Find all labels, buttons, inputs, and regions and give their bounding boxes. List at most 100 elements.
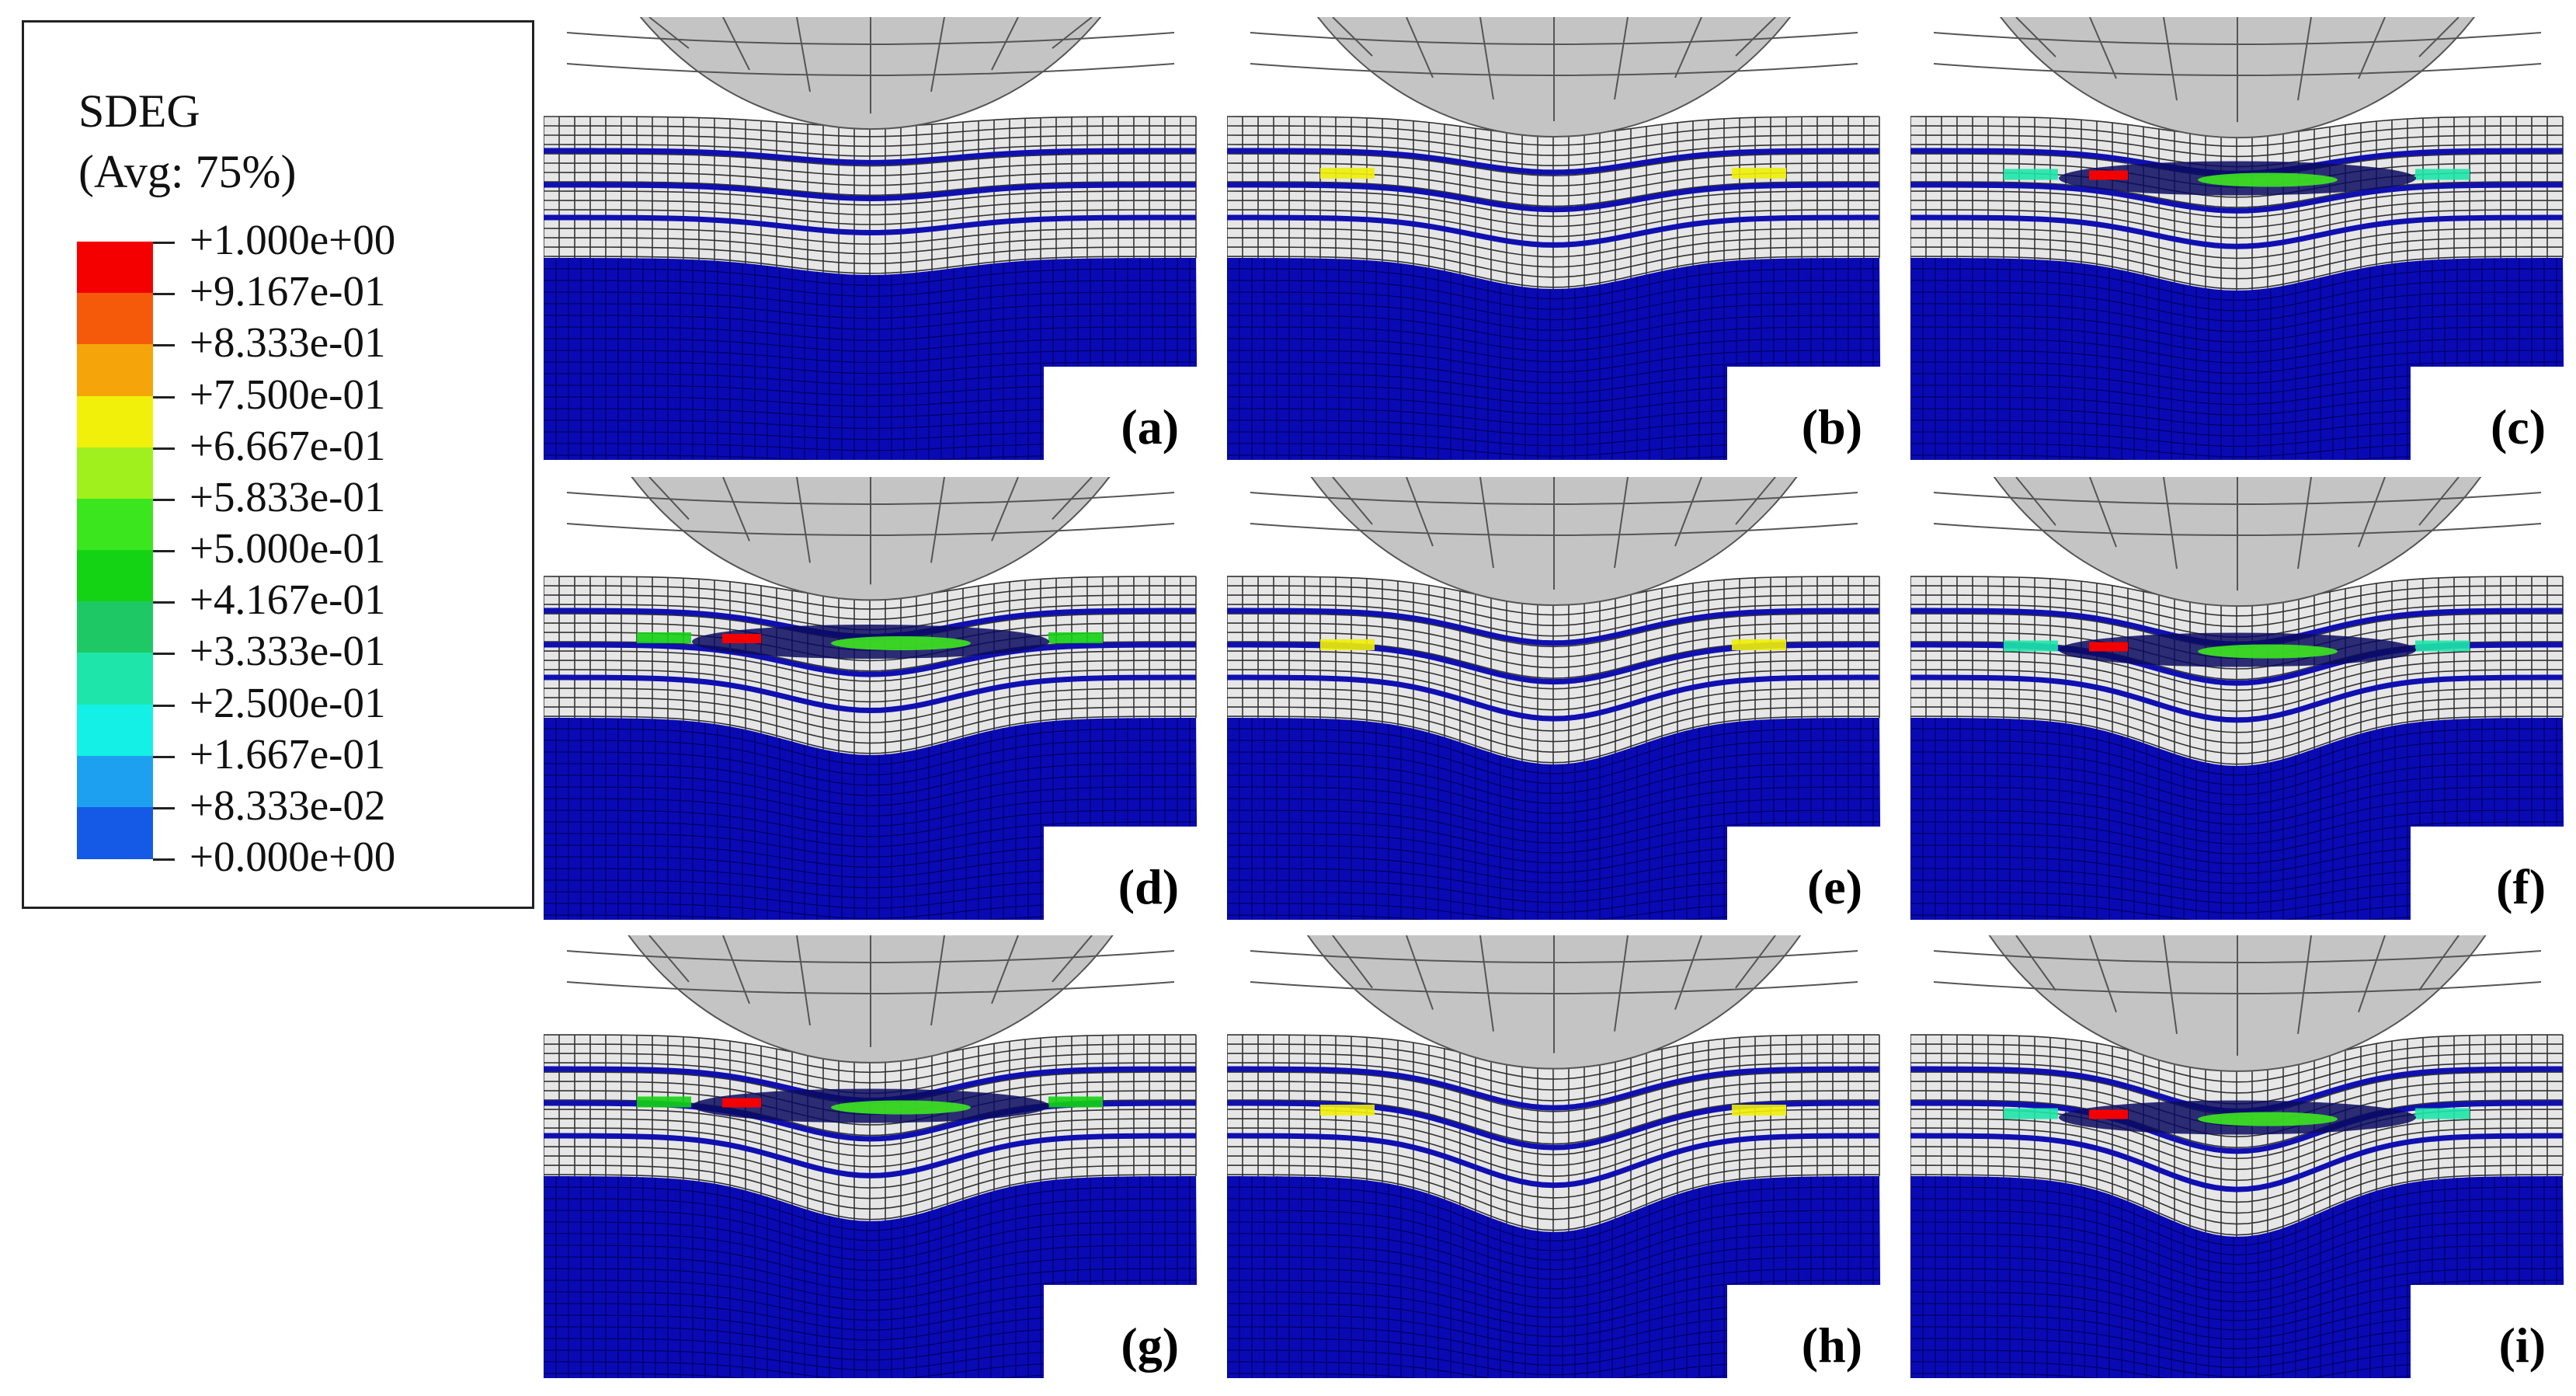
label-box [2411, 827, 2564, 920]
colorbar-swatch [77, 242, 153, 294]
colorbar-tick-mark [153, 653, 175, 656]
panel-label: (c) [2490, 399, 2546, 454]
indenter-mesh [1250, 17, 1858, 121]
colorbar-tick-label: +1.000e+00 [189, 216, 396, 263]
simulation-panel: (a) [544, 17, 1198, 460]
label-box [1044, 827, 1198, 920]
substrate-mesh [1910, 718, 2564, 920]
damage-zone [637, 632, 691, 643]
interlayer-line [1227, 148, 1880, 176]
colorbar-tick-mark [153, 395, 175, 399]
substrate [1910, 258, 2564, 460]
colorbar-tick-mark [153, 293, 175, 296]
colorbar [77, 242, 153, 859]
interlayer-line [1227, 182, 1880, 213]
substrate [544, 1176, 1198, 1378]
damage-zone [2198, 644, 2338, 659]
interlayer-line [544, 182, 1197, 201]
panel-label: (h) [1801, 1318, 1862, 1373]
indenter-mesh [566, 17, 1175, 114]
indenter-mesh [1933, 477, 2542, 591]
interlayer-line [1227, 1133, 1880, 1189]
colorbar-tick-label: +8.333e-02 [189, 781, 386, 829]
interlayer-line [1227, 1066, 1880, 1111]
colorbar-tick-mark [153, 498, 175, 501]
damage-zone [831, 1100, 971, 1115]
colorbar-swatch [77, 601, 153, 654]
simulation-panel: (f) [1910, 477, 2564, 920]
label-box [1727, 367, 1881, 460]
interlayer-line [544, 1133, 1197, 1178]
substrate [1910, 718, 2564, 920]
damage-zone [2089, 642, 2128, 652]
indenter-mesh [566, 477, 1175, 585]
colorbar-swatch [77, 447, 153, 500]
damage-zone [831, 636, 971, 650]
damage-zone [2089, 170, 2128, 180]
damage-zone [1048, 1096, 1103, 1108]
indenter-mesh [1250, 477, 1858, 590]
interlayer-line [1910, 674, 2564, 723]
colorbar-swatch [77, 344, 153, 397]
interlayer-line [544, 674, 1197, 714]
damage-zone [1732, 639, 1786, 650]
indenter-mesh [1933, 17, 2542, 123]
colorbar-tick-mark [153, 601, 175, 604]
colorbar-tick-label: +0.000e+00 [189, 833, 396, 880]
interlayer-line [1910, 1133, 2564, 1192]
colorbar-swatch [77, 755, 153, 808]
colorbar-swatch [77, 498, 153, 551]
simulation-panel: (e) [1227, 477, 1881, 920]
colorbar-tick-label: +1.667e-01 [189, 729, 386, 778]
interlayer-line [1227, 1100, 1880, 1151]
panel-label: (b) [1801, 399, 1862, 454]
interlayer-line [544, 148, 1197, 165]
damage-zone [1320, 1105, 1375, 1116]
damage-zone [1732, 1105, 1786, 1116]
label-box [2411, 1285, 2564, 1378]
interlayer-line [1910, 214, 2564, 249]
substrate [1910, 1176, 2564, 1378]
label-box [1727, 1285, 1881, 1378]
indenter-mesh [566, 935, 1175, 1047]
simulation-panel: (h) [1227, 935, 1881, 1378]
interlayer-line [1910, 1100, 2564, 1154]
substrate-mesh [1227, 1176, 1880, 1378]
colorbar-swatch [77, 395, 153, 448]
colorbar-tick-mark [153, 550, 175, 552]
damage-zone [2004, 169, 2058, 180]
damage-zone [2415, 1108, 2470, 1119]
colorbar-tick-mark [153, 755, 175, 758]
colorbar-tick-mark [153, 447, 175, 450]
panel-label: (g) [1121, 1318, 1179, 1373]
substrate [1227, 258, 1881, 460]
damage-zone [2198, 172, 2338, 187]
damage-zone [1320, 168, 1375, 179]
label-box [1044, 367, 1198, 460]
simulation-panel: (i) [1910, 935, 2564, 1378]
colorbar-tick-label: +5.000e-01 [189, 524, 386, 572]
label-box [1727, 827, 1881, 920]
indenter-mesh [1250, 935, 1858, 1053]
panel-label: (e) [1806, 859, 1862, 914]
damage-zone [2415, 169, 2470, 180]
colorbar-tick-label: +5.833e-01 [189, 472, 386, 520]
substrate [1227, 1176, 1881, 1378]
interlayer-line [544, 214, 1197, 235]
colorbar-tick-mark [153, 344, 175, 347]
colorbar-tick-mark [153, 704, 175, 707]
indenter-mesh [1933, 935, 2542, 1056]
colorbar-tick-label: +6.667e-01 [189, 421, 386, 469]
legend-variable: SDEG [78, 85, 200, 137]
colorbar-tick-label: +8.333e-01 [189, 319, 386, 367]
label-box [2411, 367, 2564, 460]
colorbar-swatch [77, 704, 153, 757]
colorbar-tick-label: +3.333e-01 [189, 627, 386, 675]
damage-zone [2004, 1108, 2058, 1119]
damage-zone [2089, 1109, 2128, 1119]
legend-averaging: (Avg: 75%) [78, 146, 297, 197]
damage-zone [637, 1096, 691, 1108]
interlayer-line [1227, 214, 1880, 248]
colorbar-tick-mark [153, 806, 175, 809]
interlayer-line [1227, 674, 1880, 722]
